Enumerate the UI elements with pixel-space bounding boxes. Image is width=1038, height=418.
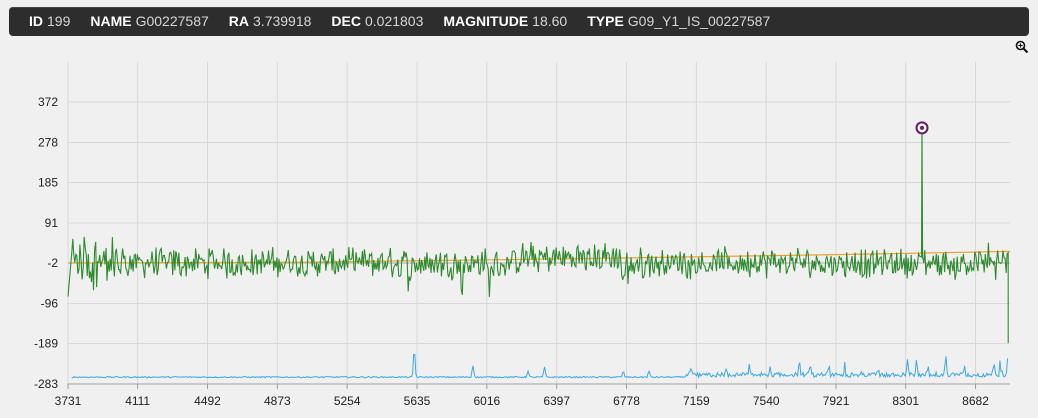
y-tick-label: 278: [38, 136, 58, 150]
field-dec-value: 0.021803: [364, 13, 424, 29]
field-id: ID 199: [29, 7, 70, 36]
field-magnitude-value: 18.60: [532, 13, 568, 29]
x-axis-ticks: 3731 4111 4492 4873 5254 5635 6016 6397 6778 7159…: [55, 384, 989, 408]
field-id-value: 199: [47, 13, 71, 29]
field-ra: RA 3.739918: [229, 7, 312, 36]
x-tick-label: 3731: [55, 394, 82, 408]
field-type-value: G09_Y1_IS_00227587: [627, 13, 771, 29]
y-axis-ticks: 372 278 185 91 -2 -96 -189 -283: [34, 95, 58, 391]
field-name: NAME G00227587: [90, 7, 208, 36]
field-id-key: ID: [29, 13, 43, 29]
y-tick-label: -283: [34, 377, 58, 391]
field-type-key: TYPE: [587, 13, 624, 29]
y-tick-label: -2: [47, 256, 58, 270]
field-name-key: NAME: [90, 13, 132, 29]
peak-marker[interactable]: [915, 121, 929, 135]
field-magnitude-key: MAGNITUDE: [443, 13, 529, 29]
field-dec: DEC 0.021803: [331, 7, 423, 36]
peak-marker-dot[interactable]: [920, 125, 925, 130]
x-tick-label: 5254: [334, 394, 361, 408]
y-tick-label: 91: [45, 216, 59, 230]
x-tick-label: 8682: [962, 394, 989, 408]
object-info-bar: ID 199 NAME G00227587 RA 3.739918 DEC 0.0218…: [9, 7, 1029, 36]
field-name-value: G00227587: [135, 13, 209, 29]
chart-grid: [67, 62, 1010, 385]
y-tick-label: -189: [34, 337, 58, 351]
x-tick-label: 4111: [125, 394, 150, 408]
x-tick-label: 6016: [473, 394, 500, 408]
field-magnitude: MAGNITUDE 18.60: [443, 7, 567, 36]
y-tick-label: 372: [38, 95, 58, 109]
x-tick-label: 5635: [404, 394, 431, 408]
field-ra-key: RA: [228, 13, 250, 29]
field-type: TYPE G09_Y1_IS_00227587: [587, 7, 770, 36]
y-tick-label: 185: [38, 176, 58, 190]
field-dec-key: DEC: [331, 13, 361, 29]
field-ra-value: 3.739918: [253, 13, 312, 29]
x-tick-label: 4492: [194, 394, 221, 408]
flux-line: [67, 127, 1009, 344]
x-tick-label: 7159: [683, 394, 710, 408]
x-tick-label: 8301: [892, 394, 919, 408]
y-tick-label: -96: [41, 297, 59, 311]
x-tick-label: 4873: [264, 394, 291, 408]
x-tick-label: 6778: [613, 394, 640, 408]
zoom-in-icon[interactable]: [1015, 40, 1029, 54]
x-tick-label: 7921: [823, 394, 850, 408]
x-tick-label: 6397: [543, 394, 570, 408]
x-tick-label: 7540: [753, 394, 780, 408]
error-line: [71, 353, 1009, 380]
